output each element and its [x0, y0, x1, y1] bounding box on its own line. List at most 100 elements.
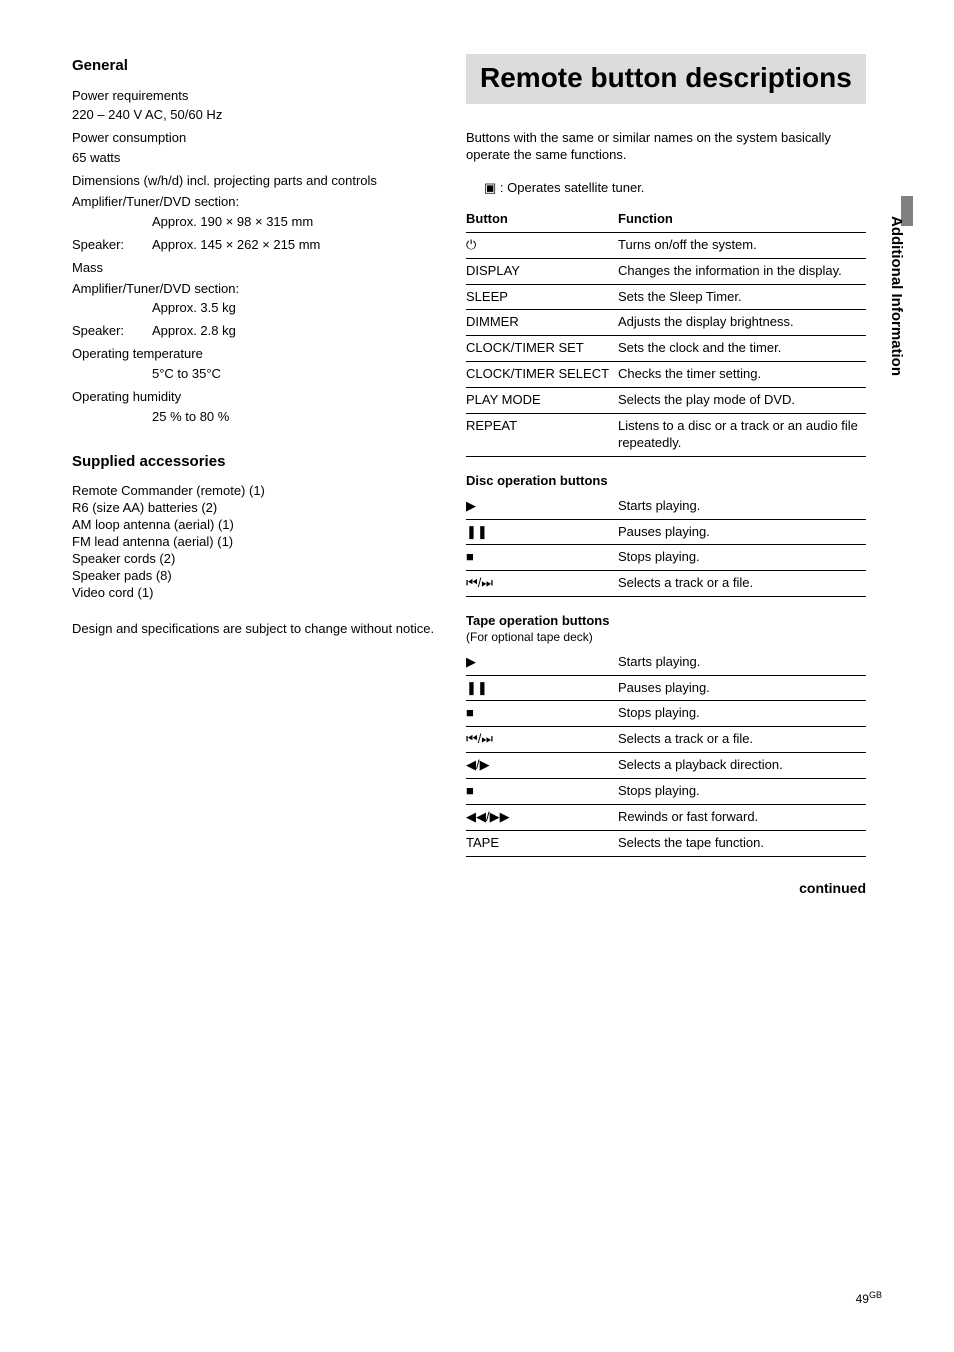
play-icon: ▶ [466, 494, 618, 519]
cell-function: Stops playing. [618, 545, 866, 571]
table-row: TAPESelects the tape function. [466, 830, 866, 856]
spec-row: Power consumption 65 watts [72, 130, 442, 167]
spec-row: Amplifier/Tuner/DVD section: Approx. 190… [72, 194, 442, 231]
stop-icon: ■ [466, 779, 618, 805]
cell-function: Selects a track or a file. [618, 571, 866, 597]
cell-function: Sets the clock and the timer. [618, 336, 866, 362]
table-row: ■Stops playing. [466, 545, 866, 571]
cell-button: TAPE [466, 830, 618, 856]
cell-button: REPEAT [466, 413, 618, 456]
table-row: ▶Starts playing. [466, 650, 866, 675]
spec-sublabel: Speaker: [72, 237, 152, 254]
cell-function: Selects a playback direction. [618, 753, 866, 779]
cell-function: Stops playing. [618, 779, 866, 805]
spec-value: 5°C to 35°C [72, 366, 442, 383]
accessory-item: Remote Commander (remote) (1) [72, 483, 442, 500]
play-icon: ▶ [466, 650, 618, 675]
table-row: ■Stops playing. [466, 779, 866, 805]
cell-button: CLOCK/TIMER SET [466, 336, 618, 362]
tape-ops-heading: Tape operation buttons [466, 613, 866, 630]
table-row: CLOCK/TIMER SELECTChecks the timer setti… [466, 362, 866, 388]
disc-ops-heading: Disc operation buttons [466, 473, 866, 490]
stop-icon: ■ [466, 701, 618, 727]
spec-row: Operating humidity 25 % to 80 % [72, 389, 442, 426]
disc-table: ▶Starts playing. ❚❚Pauses playing. ■Stop… [466, 494, 866, 598]
spec-label: Power requirements [72, 88, 442, 105]
cell-button: SLEEP [466, 284, 618, 310]
spec-row: Speaker: Approx. 2.8 kg [72, 323, 442, 340]
spec-label: Operating humidity [72, 389, 442, 406]
cell-function: Selects a track or a file. [618, 727, 866, 753]
col-function: Function [618, 207, 866, 232]
spec-sublabel: Amplifier/Tuner/DVD section: [72, 281, 442, 298]
disclaimer-text: Design and specifications are subject to… [72, 621, 442, 638]
power-icon: ⏻ [466, 232, 618, 258]
col-button: Button [466, 207, 618, 232]
remote-table: Button Function ⏻Turns on/off the system… [466, 207, 866, 457]
cell-button: DIMMER [466, 310, 618, 336]
page-title: Remote button descriptions [480, 62, 852, 94]
cell-function: Checks the timer setting. [618, 362, 866, 388]
general-heading: General [72, 56, 442, 76]
accessory-item: Speaker pads (8) [72, 568, 442, 585]
spec-sublabel: Amplifier/Tuner/DVD section: [72, 194, 442, 211]
spec-label: Mass [72, 260, 442, 277]
accessory-item: AM loop antenna (aerial) (1) [72, 517, 442, 534]
accessory-item: Video cord (1) [72, 585, 442, 602]
spec-label: Dimensions (w/h/d) incl. projecting part… [72, 173, 442, 190]
skip-icon: ⏮/⏭ [466, 727, 618, 753]
accessory-item: Speaker cords (2) [72, 551, 442, 568]
cell-function: Rewinds or fast forward. [618, 805, 866, 831]
cell-function: Changes the information in the display. [618, 258, 866, 284]
accessory-item: R6 (size AA) batteries (2) [72, 500, 442, 517]
spec-value: Approx. 145 × 262 × 215 mm [152, 237, 320, 254]
table-row: ❚❚Pauses playing. [466, 675, 866, 701]
cell-function: Sets the Sleep Timer. [618, 284, 866, 310]
table-row: REPEATListens to a disc or a track or an… [466, 413, 866, 456]
icon-note: ▣ : Operates satellite tuner. [466, 180, 866, 197]
spec-row: Power requirements 220 – 240 V AC, 50/60… [72, 88, 442, 125]
accessory-item: FM lead antenna (aerial) (1) [72, 534, 442, 551]
table-row: SLEEPSets the Sleep Timer. [466, 284, 866, 310]
spec-label: Power consumption [72, 130, 442, 147]
page-footer: 49GB [856, 1290, 882, 1308]
skip-icon: ⏮/⏭ [466, 571, 618, 597]
rewind-ff-icon: ◀◀/▶▶ [466, 805, 618, 831]
tape-note: (For optional tape deck) [466, 630, 866, 646]
cell-function: Stops playing. [618, 701, 866, 727]
title-bar: Remote button descriptions [466, 54, 866, 104]
spec-row: Speaker: Approx. 145 × 262 × 215 mm [72, 237, 442, 254]
page-number: 49 [856, 1292, 869, 1306]
section-label: Additional Information [887, 216, 907, 376]
table-row: ❚❚Pauses playing. [466, 519, 866, 545]
spec-label: Operating temperature [72, 346, 442, 363]
spec-row: Operating temperature 5°C to 35°C [72, 346, 442, 383]
continued-label: continued [466, 879, 866, 897]
cell-function: Pauses playing. [618, 519, 866, 545]
table-row: ⏮/⏭Selects a track or a file. [466, 571, 866, 597]
spec-value: 65 watts [72, 150, 442, 167]
cell-button: DISPLAY [466, 258, 618, 284]
pause-icon: ❚❚ [466, 519, 618, 545]
stop-icon: ■ [466, 545, 618, 571]
spec-sublabel: Speaker: [72, 323, 152, 340]
table-row: CLOCK/TIMER SETSets the clock and the ti… [466, 336, 866, 362]
accessories-heading: Supplied accessories [72, 452, 442, 472]
cell-function: Selects the tape function. [618, 830, 866, 856]
page-lang: GB [869, 1290, 882, 1300]
table-row: ⏮/⏭Selects a track or a file. [466, 727, 866, 753]
spec-value: 220 – 240 V AC, 50/60 Hz [72, 107, 442, 124]
table-row: ◀/▶Selects a playback direction. [466, 753, 866, 779]
cell-function: Adjusts the display brightness. [618, 310, 866, 336]
table-row: ▶Starts playing. [466, 494, 866, 519]
spec-value: 25 % to 80 % [72, 409, 442, 426]
direction-icon: ◀/▶ [466, 753, 618, 779]
pause-icon: ❚❚ [466, 675, 618, 701]
cell-function: Pauses playing. [618, 675, 866, 701]
tape-table: ▶Starts playing. ❚❚Pauses playing. ■Stop… [466, 650, 866, 857]
intro-text: Buttons with the same or similar names o… [466, 130, 866, 164]
table-row: ■Stops playing. [466, 701, 866, 727]
spec-value: Approx. 190 × 98 × 315 mm [72, 214, 442, 231]
spec-value: Approx. 3.5 kg [72, 300, 442, 317]
cell-function: Starts playing. [618, 650, 866, 675]
